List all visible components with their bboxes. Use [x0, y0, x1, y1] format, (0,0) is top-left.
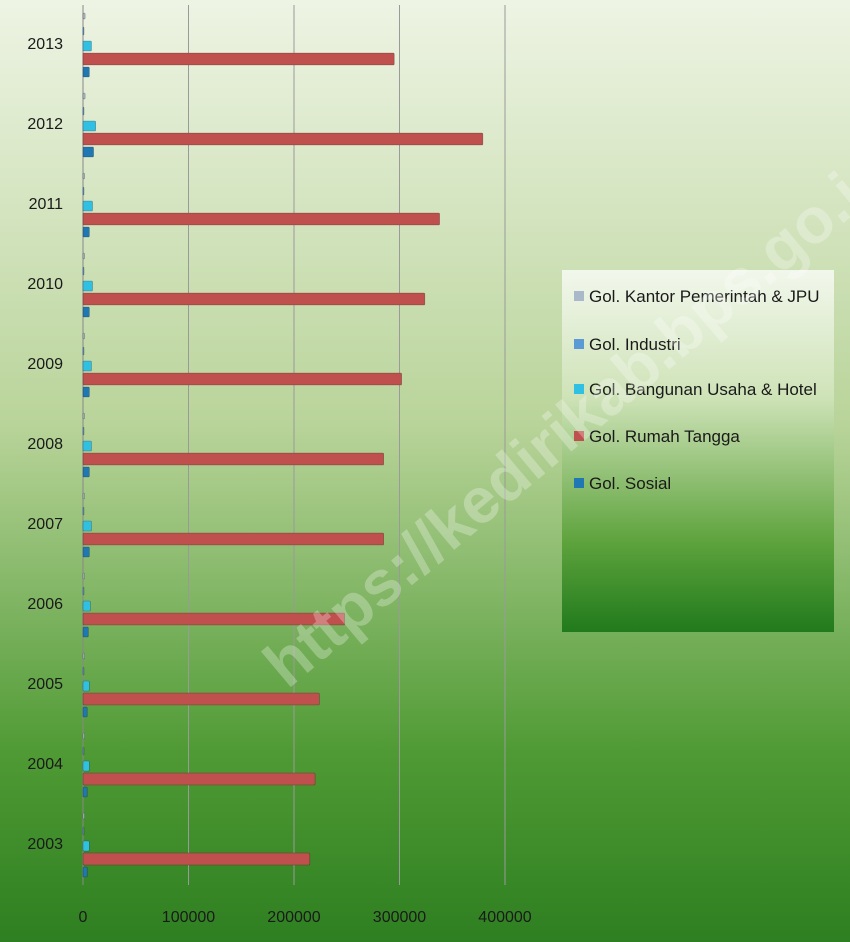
- bar: [82, 760, 90, 772]
- x-tick-label: 300000: [373, 909, 426, 926]
- legend-label: Gol. Rumah Tangga: [589, 427, 740, 446]
- bar: [82, 252, 85, 260]
- legend-label: Gol. Bangunan Usaha & Hotel: [589, 380, 817, 399]
- bar: [82, 386, 90, 398]
- bar: [82, 546, 90, 558]
- y-tick-label: 2007: [27, 516, 63, 533]
- bar: [82, 332, 85, 340]
- y-tick-label: 2006: [27, 596, 63, 613]
- y-tick-label: 2009: [27, 356, 63, 373]
- bar: [82, 612, 345, 626]
- y-tick-label: 2013: [27, 36, 63, 53]
- y-tick-label: 2012: [27, 116, 63, 133]
- bar: [82, 626, 89, 638]
- bar: [82, 200, 93, 212]
- legend-item: Gol. Sosial: [574, 471, 824, 496]
- bar: [82, 706, 88, 718]
- bar: [82, 372, 402, 386]
- bar: [82, 172, 85, 180]
- bar: [82, 426, 85, 436]
- bar: [82, 26, 85, 36]
- bar: [82, 666, 85, 676]
- bar: [82, 306, 90, 318]
- bar: [82, 120, 96, 132]
- legend-swatch: [574, 431, 584, 441]
- legend-item: Gol. Industri: [574, 332, 824, 357]
- bar: [82, 506, 85, 516]
- legend-label: Gol. Kantor Pemerintah & JPU: [589, 287, 820, 306]
- bar: [82, 586, 85, 596]
- legend-item: Gol. Rumah Tangga: [574, 424, 824, 449]
- y-tick-label: 2008: [27, 436, 63, 453]
- bar: [82, 772, 316, 786]
- legend-swatch: [574, 339, 584, 349]
- bar: [82, 12, 86, 20]
- x-tick-label: 400000: [478, 909, 531, 926]
- legend-item: Gol. Kantor Pemerintah & JPU: [574, 284, 824, 309]
- bar: [82, 492, 85, 500]
- bar: [82, 866, 88, 878]
- y-tick-label: 2010: [27, 276, 63, 293]
- bar: [82, 452, 384, 466]
- y-tick-label: 2003: [27, 836, 63, 853]
- legend-item: Gol. Bangunan Usaha & Hotel: [574, 377, 824, 402]
- bar: [82, 66, 90, 78]
- bar: [82, 826, 85, 836]
- bar: [82, 266, 85, 276]
- bar: [82, 412, 85, 420]
- bar: [82, 280, 93, 292]
- bar: [82, 40, 92, 52]
- bar: [82, 746, 85, 756]
- x-tick-label: 100000: [162, 909, 215, 926]
- bar: [82, 600, 91, 612]
- bar: [82, 360, 92, 372]
- x-tick-label: 0: [79, 909, 88, 926]
- bar: [82, 520, 92, 532]
- bar: [82, 532, 384, 546]
- bar: [82, 346, 85, 356]
- bar: [82, 212, 440, 226]
- bar: [82, 812, 85, 820]
- bar: [82, 186, 85, 196]
- bar: [82, 52, 395, 66]
- bar: [82, 226, 90, 238]
- bar: [82, 440, 92, 452]
- bar: [82, 106, 85, 116]
- bar: [82, 146, 94, 158]
- bar: [82, 840, 90, 852]
- legend-label: Gol. Industri: [589, 335, 681, 354]
- x-tick-label: 200000: [267, 909, 320, 926]
- bar: [82, 466, 90, 478]
- legend-swatch: [574, 384, 584, 394]
- legend: Gol. Kantor Pemerintah & JPU Gol. Industr…: [562, 270, 834, 632]
- bar: [82, 572, 85, 580]
- bar: [82, 132, 484, 146]
- bar: [82, 852, 311, 866]
- bar: [82, 652, 85, 660]
- legend-swatch: [574, 291, 584, 301]
- y-tick-label: 2011: [29, 196, 64, 213]
- bar: [82, 732, 85, 740]
- bar: [82, 680, 90, 692]
- bar: [82, 692, 320, 706]
- y-tick-label: 2005: [27, 676, 63, 693]
- bar: [82, 92, 86, 100]
- legend-swatch: [574, 478, 584, 488]
- y-tick-label: 2004: [27, 756, 63, 773]
- bar: [82, 292, 426, 306]
- legend-label: Gol. Sosial: [589, 474, 672, 493]
- bar: [82, 786, 88, 798]
